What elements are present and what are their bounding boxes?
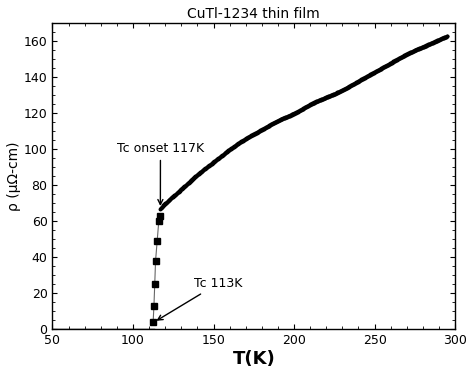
Title: CuTl-1234 thin film: CuTl-1234 thin film	[187, 7, 320, 21]
X-axis label: T(K): T(K)	[232, 350, 275, 368]
Y-axis label: ρ (μΩ-cm): ρ (μΩ-cm)	[7, 142, 21, 211]
Text: Tc onset 117K: Tc onset 117K	[117, 142, 204, 204]
Text: Tc 113K: Tc 113K	[158, 277, 243, 320]
